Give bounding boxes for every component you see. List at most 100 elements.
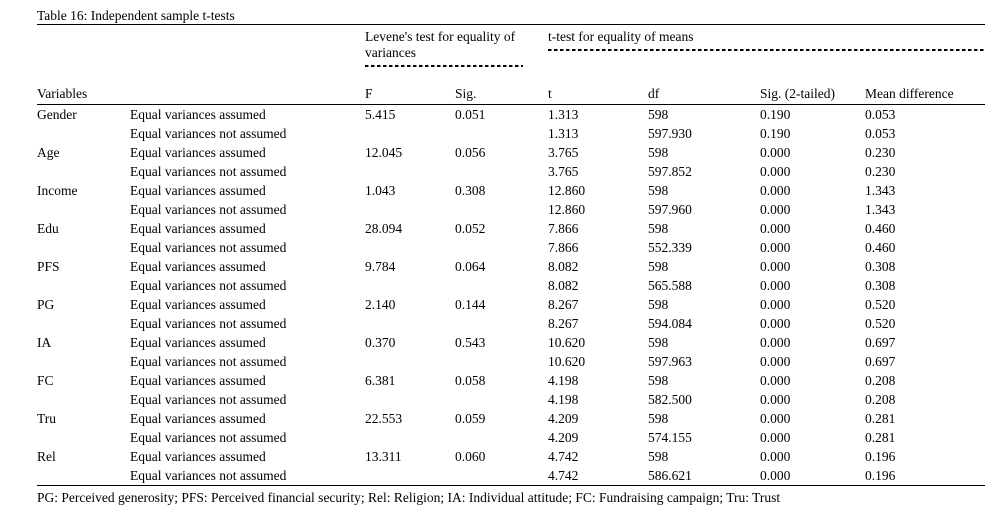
- ttest-group-cell: t-test for equality of means: [548, 25, 986, 82]
- cell-variable: [37, 200, 130, 219]
- cell-sig: 0.064: [455, 259, 486, 274]
- column-header-f: F: [365, 81, 455, 105]
- column-header-sig: Sig.: [455, 81, 548, 105]
- cell-sig: [455, 162, 548, 181]
- cell-sig2: 0.000: [760, 221, 791, 236]
- cell-variable: FC: [37, 373, 54, 388]
- cell-assumption: Equal variances not assumed: [130, 202, 287, 217]
- table-row: Rel Equal variances assumed 13.311 0.060 4.7…: [37, 447, 985, 466]
- cell-df: 598: [648, 373, 669, 388]
- cell-f: 22.553: [365, 411, 403, 426]
- column-header-df: df: [648, 81, 760, 105]
- cell-t: 1.313: [548, 126, 579, 141]
- table-title: Table 16: Independent sample t-tests: [37, 8, 235, 23]
- cell-f: 0.370: [365, 335, 396, 350]
- table-row: Equal variances not assumed 4.198 582.500 0…: [37, 390, 985, 409]
- cell-df: 552.339: [648, 240, 692, 255]
- table-row: Income Equal variances assumed 1.043 0.308 1…: [37, 181, 985, 200]
- cell-t: 8.267: [548, 297, 579, 312]
- cell-df: 598: [648, 335, 669, 350]
- cell-mean_diff: 0.697: [865, 354, 896, 369]
- cell-df: 598: [648, 259, 669, 274]
- cell-sig2: 0.000: [760, 335, 791, 350]
- cell-df: 594.084: [648, 316, 692, 331]
- cell-f: 9.784: [365, 259, 396, 274]
- cell-sig2: 0.000: [760, 164, 791, 179]
- cell-sig: 0.060: [455, 449, 486, 464]
- cell-f: [365, 352, 455, 371]
- cell-variable: IA: [37, 335, 52, 350]
- cell-df: 598: [648, 183, 669, 198]
- cell-sig: [455, 352, 548, 371]
- table-row: Equal variances not assumed 7.866 552.339 0…: [37, 238, 985, 257]
- t-test-table: Levene's test for equality of variances …: [37, 24, 986, 486]
- cell-sig2: 0.000: [760, 297, 791, 312]
- cell-assumption: Equal variances assumed: [130, 183, 266, 198]
- cell-mean_diff: 0.053: [865, 126, 896, 141]
- cell-f: [365, 428, 455, 447]
- cell-sig2: 0.000: [760, 449, 791, 464]
- cell-sig2: 0.000: [760, 373, 791, 388]
- cell-variable: [37, 352, 130, 371]
- table-row: Age Equal variances assumed 12.045 0.056 3.7…: [37, 143, 985, 162]
- cell-df: 598: [648, 145, 669, 160]
- cell-assumption: Equal variances assumed: [130, 221, 266, 236]
- cell-mean_diff: 0.460: [865, 221, 896, 236]
- cell-t: 1.313: [548, 107, 579, 122]
- cell-mean_diff: 0.208: [865, 392, 896, 407]
- cell-assumption: Equal variances assumed: [130, 145, 266, 160]
- cell-assumption: Equal variances not assumed: [130, 468, 287, 483]
- cell-f: [365, 314, 455, 333]
- cell-mean_diff: 0.230: [865, 164, 896, 179]
- cell-f: 2.140: [365, 297, 396, 312]
- cell-variable: Tru: [37, 411, 57, 426]
- table-body: Gender Equal variances assumed 5.415 0.051 1…: [37, 105, 985, 486]
- cell-assumption: Equal variances not assumed: [130, 316, 287, 331]
- column-header-t: t: [548, 81, 648, 105]
- cell-f: [365, 276, 455, 295]
- cell-assumption: Equal variances not assumed: [130, 430, 287, 445]
- cell-t: 4.742: [548, 449, 579, 464]
- cell-t: 4.209: [548, 430, 579, 445]
- cell-variable: [37, 390, 130, 409]
- cell-df: 597.960: [648, 202, 692, 217]
- column-header-variables: Variables: [37, 81, 130, 105]
- cell-f: 12.045: [365, 145, 403, 160]
- cell-variable: Gender: [37, 107, 77, 122]
- cell-df: 582.500: [648, 392, 692, 407]
- cell-t: 7.866: [548, 221, 579, 236]
- cell-mean_diff: 0.196: [865, 468, 896, 483]
- cell-mean_diff: 0.230: [865, 145, 896, 160]
- table-footnote: PG: Perceived generosity; PFS: Perceived…: [37, 490, 781, 505]
- cell-df: 597.930: [648, 126, 692, 141]
- cell-t: 12.860: [548, 183, 586, 198]
- cell-sig2: 0.190: [760, 107, 791, 122]
- cell-t: 10.620: [548, 354, 586, 369]
- cell-df: 565.588: [648, 278, 692, 293]
- cell-mean_diff: 0.281: [865, 411, 896, 426]
- cell-assumption: Equal variances assumed: [130, 297, 266, 312]
- ttest-dashed-rule: [548, 49, 986, 51]
- cell-t: 4.742: [548, 468, 579, 483]
- table-row: FC Equal variances assumed 6.381 0.058 4.198…: [37, 371, 985, 390]
- cell-variable: PG: [37, 297, 55, 312]
- cell-t: 4.198: [548, 373, 579, 388]
- column-header-mean-difference: Mean difference: [865, 81, 986, 105]
- cell-f: [365, 466, 455, 486]
- cell-variable: Edu: [37, 221, 59, 236]
- cell-assumption: Equal variances not assumed: [130, 126, 287, 141]
- cell-f: 6.381: [365, 373, 396, 388]
- cell-sig: 0.144: [455, 297, 486, 312]
- cell-mean_diff: 0.520: [865, 297, 896, 312]
- cell-variable: Rel: [37, 449, 56, 464]
- cell-df: 586.621: [648, 468, 692, 483]
- cell-sig: 0.052: [455, 221, 486, 236]
- cell-t: 7.866: [548, 240, 579, 255]
- cell-sig: 0.308: [455, 183, 486, 198]
- t-test-table-figure: Table 16: Independent sample t-tests Lev…: [37, 7, 986, 506]
- column-header-sig-2-tailed: Sig. (2-tailed): [760, 81, 865, 105]
- cell-f: 28.094: [365, 221, 403, 236]
- cell-sig: 0.059: [455, 411, 486, 426]
- cell-variable: [37, 466, 130, 486]
